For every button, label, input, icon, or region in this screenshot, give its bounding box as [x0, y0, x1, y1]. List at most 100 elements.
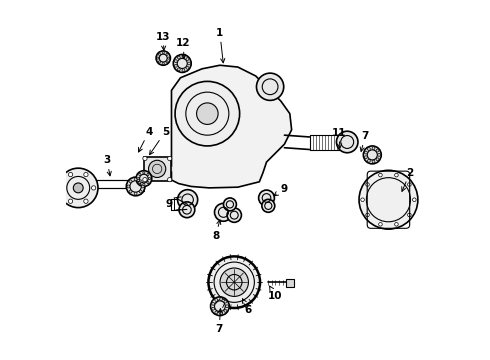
Circle shape — [208, 256, 260, 308]
Circle shape — [378, 153, 381, 156]
Circle shape — [177, 56, 180, 59]
Text: 6: 6 — [243, 299, 251, 315]
Text: 7: 7 — [216, 309, 223, 334]
Text: 9: 9 — [166, 199, 172, 210]
Circle shape — [143, 172, 145, 174]
Text: 1: 1 — [216, 28, 225, 63]
Circle shape — [174, 64, 177, 67]
Circle shape — [215, 203, 232, 221]
Circle shape — [147, 181, 149, 184]
Circle shape — [408, 213, 411, 217]
Circle shape — [211, 297, 229, 316]
Circle shape — [215, 298, 218, 301]
Circle shape — [147, 174, 149, 176]
Circle shape — [408, 183, 411, 186]
Circle shape — [175, 81, 240, 146]
Circle shape — [134, 178, 137, 181]
Circle shape — [220, 268, 248, 296]
Circle shape — [224, 309, 227, 312]
Circle shape — [84, 172, 88, 177]
Circle shape — [259, 190, 274, 206]
Polygon shape — [172, 65, 292, 188]
Circle shape — [61, 186, 65, 190]
Circle shape — [361, 198, 365, 202]
Circle shape — [376, 158, 379, 161]
Circle shape — [162, 62, 164, 64]
Circle shape — [69, 199, 73, 203]
Circle shape — [372, 147, 375, 150]
Circle shape — [366, 183, 369, 186]
Circle shape — [337, 131, 358, 153]
Circle shape — [182, 55, 185, 58]
Circle shape — [394, 222, 398, 226]
Circle shape — [92, 186, 96, 190]
Text: 10: 10 — [268, 286, 283, 301]
Circle shape — [372, 160, 375, 163]
Text: 9: 9 — [274, 184, 287, 196]
Circle shape — [215, 311, 218, 314]
Bar — [286, 279, 294, 287]
Circle shape — [139, 190, 142, 193]
Circle shape — [359, 170, 418, 229]
Text: 12: 12 — [176, 38, 191, 58]
Circle shape — [148, 177, 151, 180]
Circle shape — [158, 53, 161, 55]
Circle shape — [220, 298, 222, 301]
Circle shape — [379, 173, 382, 177]
Circle shape — [84, 199, 88, 203]
Circle shape — [141, 185, 144, 188]
Circle shape — [166, 53, 168, 55]
Circle shape — [413, 198, 416, 202]
Circle shape — [225, 305, 228, 308]
Bar — [144, 157, 171, 181]
Circle shape — [364, 146, 381, 164]
Circle shape — [74, 183, 83, 193]
Circle shape — [177, 68, 180, 71]
Circle shape — [365, 156, 368, 159]
Circle shape — [366, 213, 369, 217]
Circle shape — [166, 61, 168, 63]
Circle shape — [173, 54, 191, 72]
Circle shape — [379, 222, 382, 226]
Circle shape — [368, 148, 370, 150]
Circle shape — [139, 174, 141, 176]
Circle shape — [256, 73, 284, 100]
Circle shape — [157, 57, 159, 59]
Circle shape — [136, 171, 152, 186]
Circle shape — [368, 159, 370, 162]
Circle shape — [177, 190, 197, 210]
Circle shape — [212, 302, 215, 305]
Circle shape — [156, 51, 171, 65]
Circle shape — [129, 180, 132, 183]
Text: 8: 8 — [212, 220, 221, 240]
Circle shape — [188, 62, 191, 65]
Circle shape — [227, 208, 242, 222]
Circle shape — [262, 199, 275, 212]
Circle shape — [58, 168, 98, 208]
Circle shape — [134, 192, 137, 195]
Circle shape — [212, 307, 215, 310]
Text: 3: 3 — [103, 155, 111, 176]
Circle shape — [148, 160, 166, 177]
Circle shape — [168, 57, 170, 59]
Circle shape — [139, 180, 142, 183]
Circle shape — [365, 151, 368, 154]
Circle shape — [220, 312, 222, 315]
Circle shape — [196, 103, 218, 125]
Circle shape — [168, 177, 172, 182]
Circle shape — [143, 177, 147, 182]
Circle shape — [162, 51, 164, 54]
Circle shape — [168, 156, 172, 161]
Text: 2: 2 — [402, 168, 414, 192]
Circle shape — [69, 172, 73, 177]
Circle shape — [179, 202, 195, 218]
Circle shape — [376, 149, 379, 152]
Circle shape — [186, 66, 189, 69]
Circle shape — [127, 185, 130, 188]
Circle shape — [224, 300, 227, 303]
Circle shape — [139, 181, 141, 184]
Text: 13: 13 — [156, 32, 171, 50]
Circle shape — [182, 69, 185, 72]
Circle shape — [143, 156, 147, 161]
Text: 11: 11 — [332, 128, 346, 148]
